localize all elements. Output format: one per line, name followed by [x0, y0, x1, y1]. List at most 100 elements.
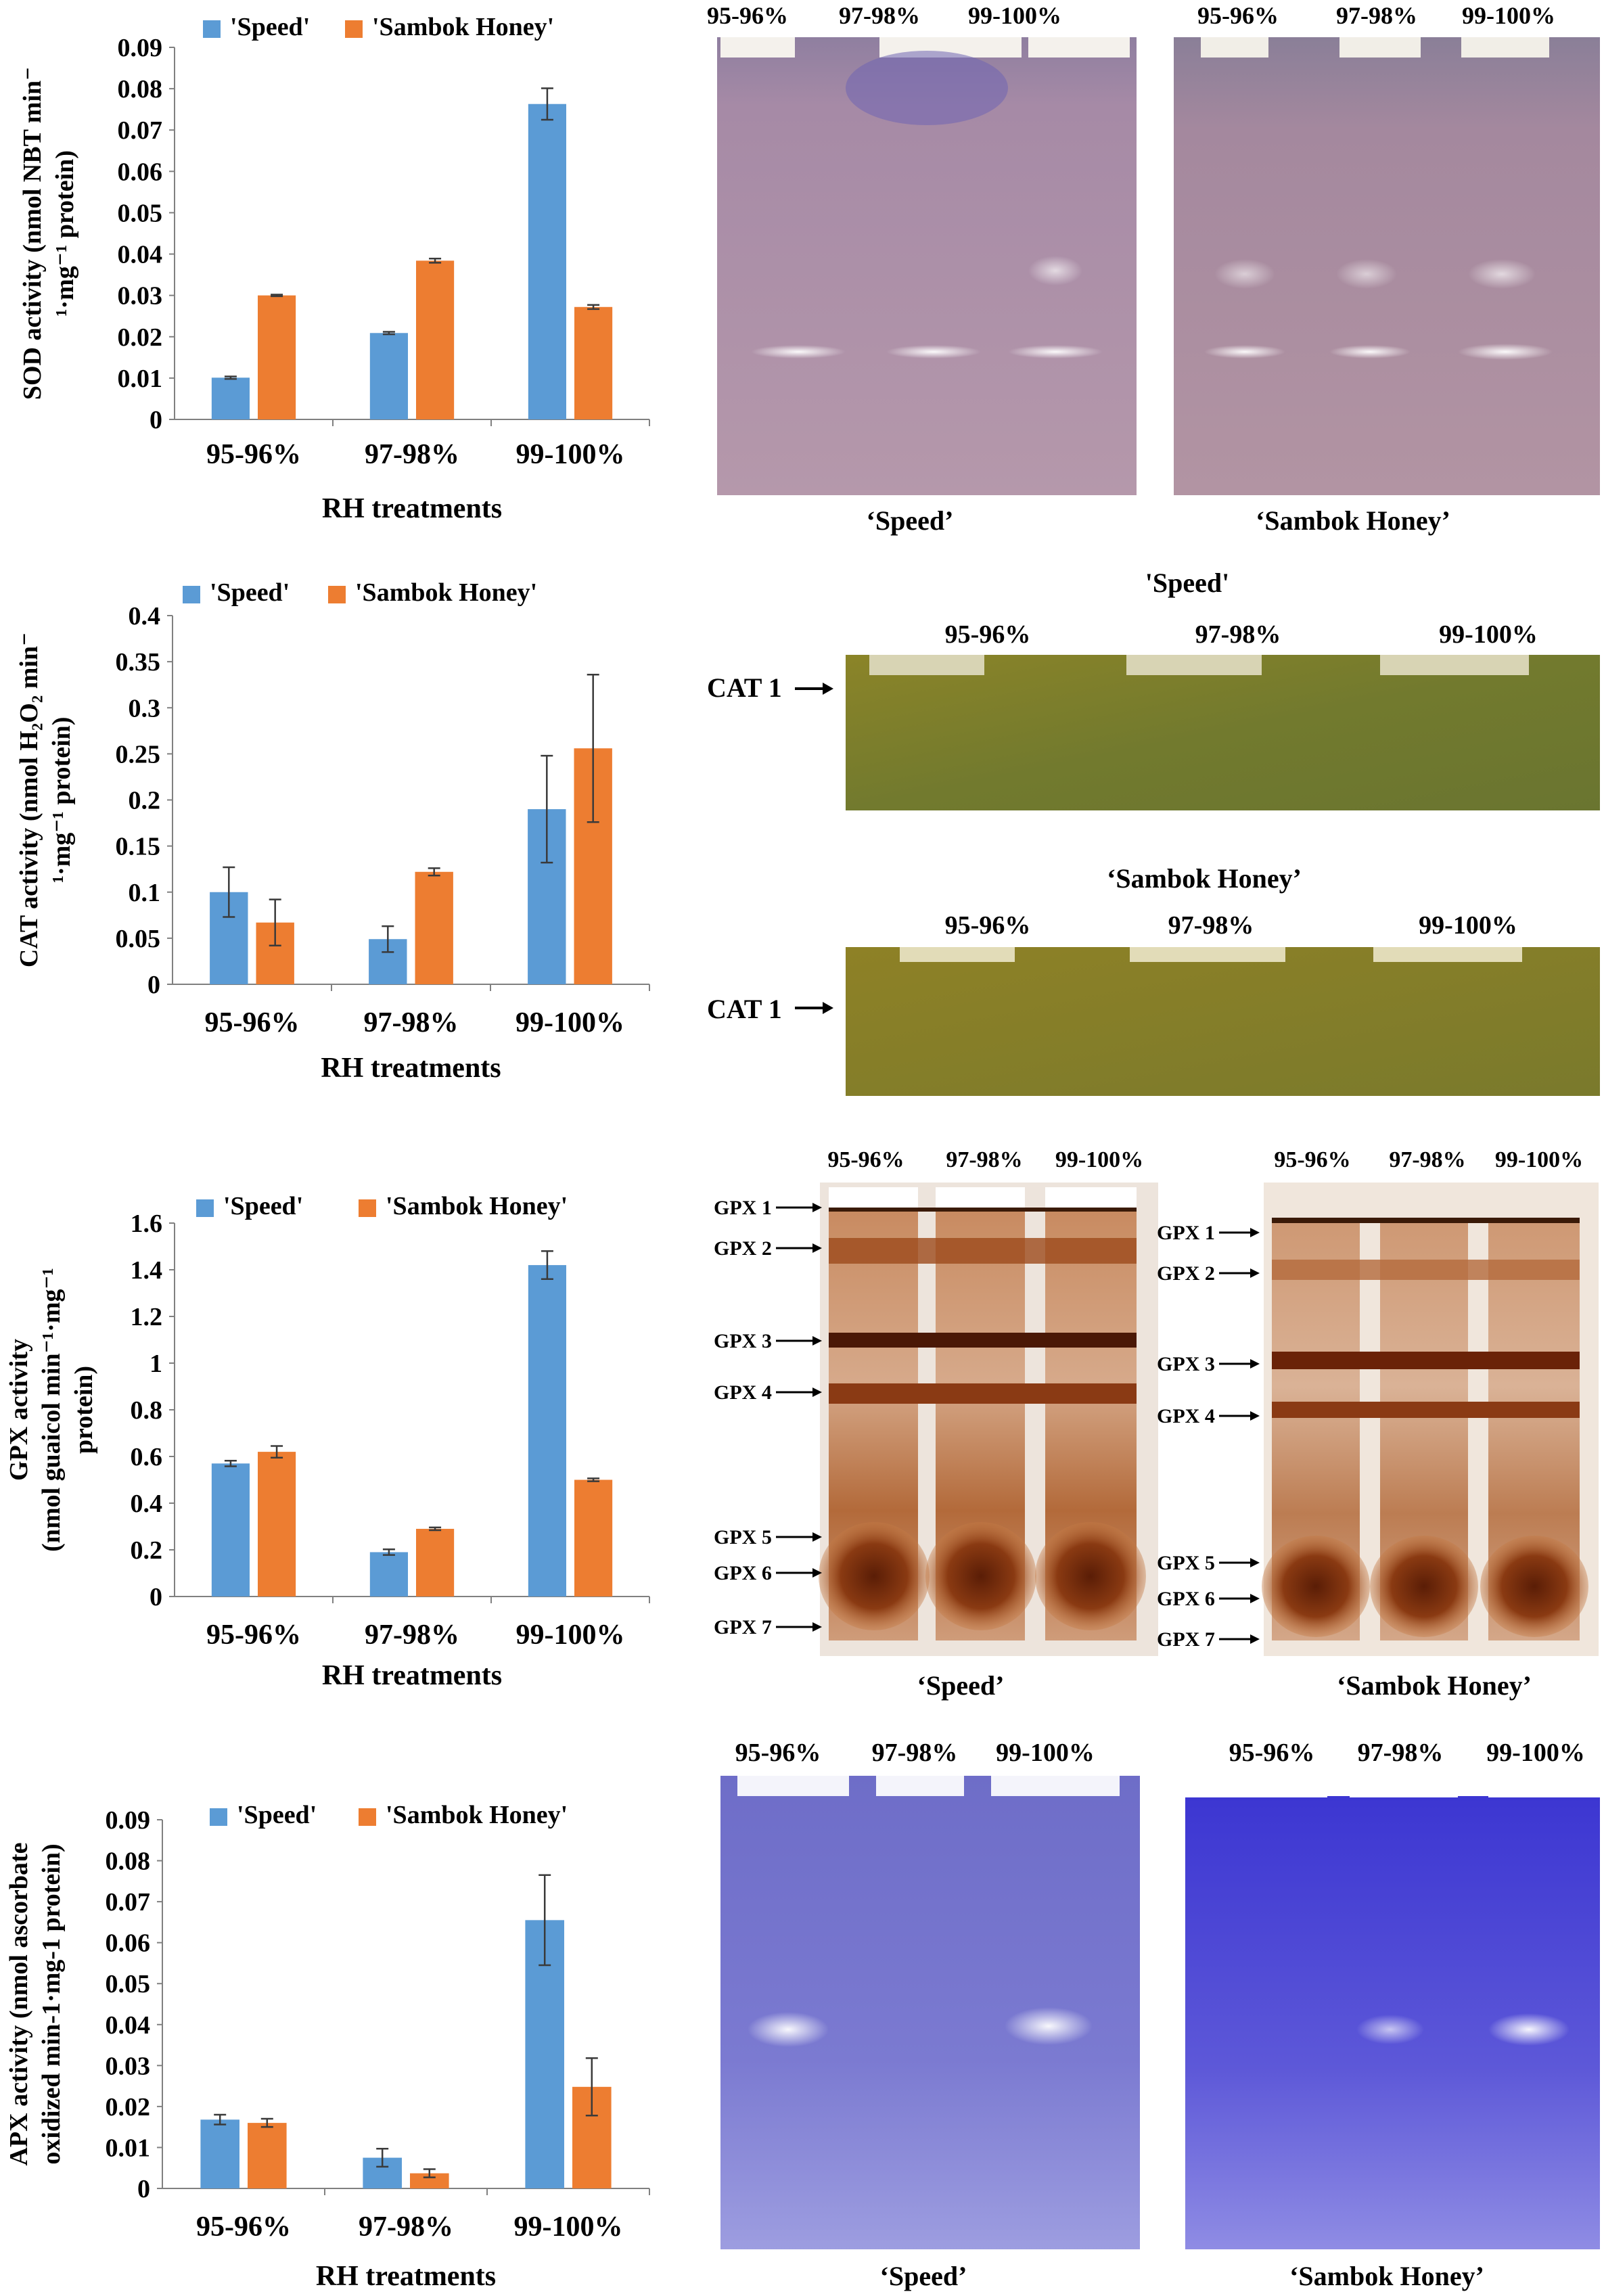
x-tick-label: 95-96%: [206, 1620, 301, 1651]
apx-gel-sambok-caption: ‘Sambok Honey’: [1289, 2261, 1484, 2291]
bar-sambok-honey: [410, 2173, 449, 2188]
gpx-activity-chart: 0 0.2 0.4 0.6 0.8 1 1.2 1.4 1.6 95-96% 97-98% 99-10…: [5, 1192, 650, 1691]
arrow-icon: [812, 1532, 822, 1542]
y-tick-label: 0.01: [118, 365, 163, 393]
arrow-icon: [1250, 1268, 1260, 1278]
y-tick-label: 0.4: [129, 602, 161, 630]
sod-gel-sambok-lane-3: 99-100%: [1462, 2, 1555, 29]
bar-speed: [369, 1552, 408, 1597]
x-tick-label: 99-100%: [515, 1007, 624, 1038]
legend-swatch-speed: [203, 20, 221, 38]
x-tick-label: 95-96%: [205, 1007, 300, 1038]
apx-gel-sambok-honey: [1185, 1776, 1600, 2249]
y-axis-label: APX activity (nmol ascorbate: [5, 1842, 33, 2165]
bar-speed: [528, 1265, 566, 1597]
apx-gel-speed-lane-1: 95-96%: [735, 1739, 821, 1767]
legend-label-sambok-honey: 'Sambok Honey': [355, 578, 537, 607]
apx-gel-sambok-lane-1: 95-96%: [1229, 1739, 1315, 1767]
x-axis-label: RH treatments: [316, 2261, 496, 2292]
cat-gel-sambok-band-label: CAT 1: [707, 994, 782, 1024]
y-tick-label: 0.06: [118, 158, 163, 186]
y-tick-label: 0.08: [106, 1847, 151, 1876]
cat-gel-sambok-honey: [846, 947, 1600, 1096]
arrow-icon: [1250, 1634, 1260, 1644]
gpx-band-label: GPX 7: [1157, 1628, 1215, 1651]
arrow-icon: [812, 1568, 822, 1578]
y-tick-label: 0.4: [131, 1490, 163, 1518]
arrow-icon: [1250, 1359, 1260, 1369]
y-axis-label: (nmol guaicol min⁻¹·mg⁻¹: [37, 1268, 66, 1552]
y-tick-label: 0.2: [129, 787, 161, 815]
y-tick-label: 0.09: [106, 1806, 151, 1835]
y-tick-label: 0.8: [131, 1396, 163, 1425]
y-tick-label: 0.03: [106, 2052, 151, 2080]
y-axis-label: GPX activity: [5, 1339, 33, 1481]
sod-gel-speed-caption: ‘Speed’: [867, 505, 954, 536]
gpx-gel-sambok-lane-2: 97-98%: [1389, 1147, 1465, 1172]
apx-gel-speed-caption: ‘Speed’: [880, 2261, 967, 2291]
cat-gel-speed-lane-2: 97-98%: [1195, 620, 1281, 649]
gpx-gel-sambok-honey: [1262, 1183, 1599, 1656]
apx-gel-speed-lane-3: 99-100%: [996, 1739, 1095, 1767]
sod-gel-sambok-honey: [1174, 37, 1600, 495]
x-tick-label: 99-100%: [516, 439, 625, 470]
arrow-icon: [795, 1002, 833, 1014]
y-axis-label: CAT activity (nmol H₂O₂ min⁻: [15, 633, 43, 967]
y-tick-label: 0.02: [106, 2093, 151, 2121]
y-axis-label: oxidized min-1·mg-1 protein): [37, 1843, 66, 2164]
y-tick-label: 0.3: [129, 694, 161, 722]
gpx-gel-speed-caption: ‘Speed’: [917, 1670, 1005, 1701]
y-tick-label: 0.02: [118, 323, 163, 352]
gpx-gel-speed: [819, 1183, 1158, 1656]
y-tick-label: 0: [150, 1583, 162, 1611]
y-tick-label: 1.4: [131, 1256, 163, 1285]
y-tick-label: 0.35: [116, 648, 161, 676]
gpx-band-label: GPX 1: [714, 1197, 772, 1219]
apx-activity-chart: 0 0.01 0.02 0.03 0.04 0.05 0.06 0.07 0.08 0.09 95-…: [5, 1801, 650, 2292]
gpx-band-label: GPX 5: [714, 1526, 772, 1548]
y-tick-label: 0.15: [116, 833, 161, 861]
cat-gel-speed-band-label: CAT 1: [707, 672, 782, 703]
bar-speed: [211, 377, 250, 419]
cat-gel-sambok-lane-2: 97-98%: [1168, 911, 1254, 940]
cat-activity-chart: 0 0.05 0.1 0.15 0.2 0.25 0.3 0.35 0.4 95-96% 97-98…: [15, 578, 650, 1084]
bar-sambok-honey: [415, 871, 453, 984]
y-tick-label: 0: [147, 971, 160, 999]
y-tick-label: 0: [150, 406, 162, 434]
y-tick-label: 0.25: [116, 740, 161, 768]
sod-gel-sambok-lane-1: 95-96%: [1197, 2, 1279, 29]
y-tick-label: 0: [137, 2175, 150, 2203]
gpx-gel-sambok-lane-1: 95-96%: [1274, 1147, 1350, 1172]
bar-sambok-honey: [248, 2123, 287, 2188]
gpx-gel-speed-lane-2: 97-98%: [946, 1147, 1022, 1172]
legend-label-speed: 'Speed': [223, 1192, 303, 1220]
arrow-icon: [1250, 1558, 1260, 1567]
gpx-band-label: GPX 4: [714, 1381, 772, 1404]
bar-sambok-honey: [258, 295, 296, 419]
x-tick-label: 97-98%: [359, 2211, 453, 2243]
y-tick-label: 1.2: [131, 1303, 163, 1331]
legend-label-speed: 'Speed': [230, 13, 310, 41]
legend-swatch-sambok-honey: [328, 586, 346, 603]
legend-swatch-speed: [196, 1199, 214, 1217]
sod-gel-speed-lane-1: 95-96%: [707, 2, 788, 29]
x-tick-label: 99-100%: [514, 2211, 623, 2243]
legend-swatch-speed: [210, 1808, 227, 1826]
bar-sambok-honey: [574, 306, 613, 419]
gpx-gel-speed-lane-1: 95-96%: [827, 1147, 904, 1172]
sod-gel-speed-lane-3: 99-100%: [968, 2, 1061, 29]
sod-gel-speed-lane-2: 97-98%: [839, 2, 920, 29]
bar-speed: [200, 2119, 239, 2188]
arrow-icon: [812, 1336, 822, 1346]
y-tick-label: 0.05: [116, 925, 161, 953]
gpx-band-label: GPX 5: [1157, 1552, 1215, 1574]
y-axis-label: protein): [70, 1366, 98, 1454]
legend-swatch-sambok-honey: [345, 20, 363, 38]
cat-gel-speed-lane-3: 99-100%: [1439, 620, 1538, 649]
y-tick-label: 0.06: [106, 1929, 151, 1958]
cat-gel-speed-lane-1: 95-96%: [945, 620, 1031, 649]
y-tick-label: 1.6: [131, 1210, 163, 1238]
gpx-band-label: GPX 6: [1157, 1588, 1215, 1610]
sod-gel-speed: [717, 37, 1137, 495]
